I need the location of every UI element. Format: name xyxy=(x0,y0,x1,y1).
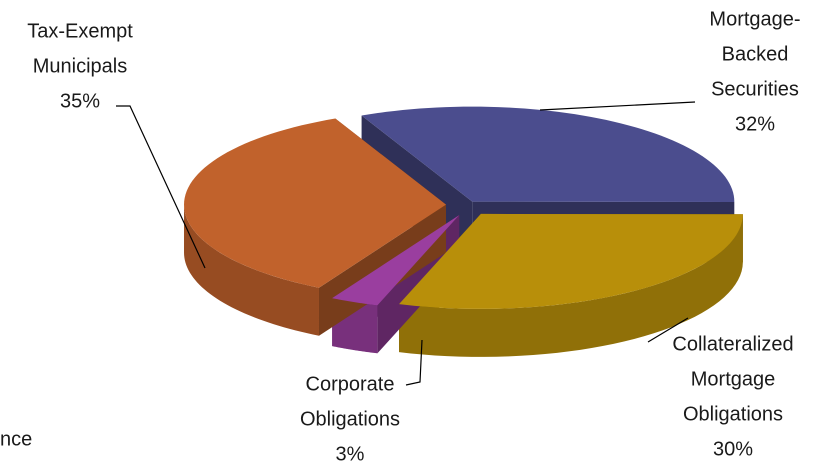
value-label: 3% xyxy=(336,443,365,465)
slice-label: Mortgage xyxy=(691,368,776,390)
slice-label: Backed xyxy=(722,43,789,65)
slice-label: Municipals xyxy=(33,55,127,77)
slice-label: Mortgage- xyxy=(709,8,800,30)
slice-label: Securities xyxy=(711,78,799,100)
slice-label: Tax-Exempt xyxy=(27,20,133,42)
slice-label: Corporate xyxy=(306,373,395,395)
slice-label: Obligations xyxy=(300,408,400,430)
leader-line xyxy=(540,102,695,110)
value-label: 35% xyxy=(60,90,100,112)
slice-label: Obligations xyxy=(683,403,783,425)
clipped-text: nce xyxy=(0,428,32,450)
value-label: 30% xyxy=(713,438,753,460)
value-label: 32% xyxy=(735,113,775,135)
slice-label: Collateralized xyxy=(672,333,793,355)
